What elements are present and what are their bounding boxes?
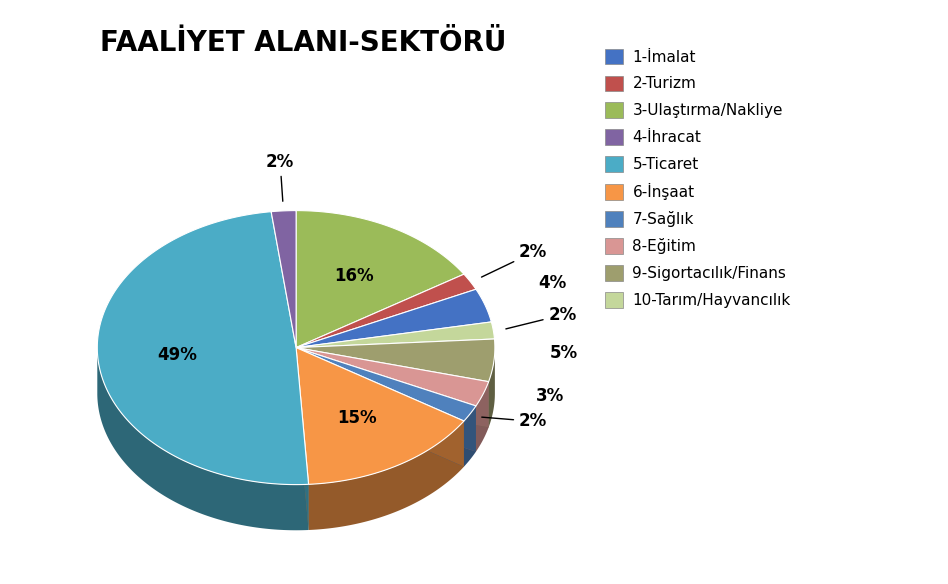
Polygon shape <box>98 349 308 530</box>
Polygon shape <box>296 274 476 347</box>
Polygon shape <box>488 347 495 427</box>
Polygon shape <box>476 382 488 451</box>
Polygon shape <box>98 211 308 485</box>
Polygon shape <box>464 406 476 467</box>
Polygon shape <box>296 211 464 347</box>
Text: 15%: 15% <box>337 409 376 427</box>
Polygon shape <box>296 289 491 347</box>
Polygon shape <box>296 322 495 347</box>
Polygon shape <box>296 347 476 421</box>
Polygon shape <box>296 347 488 427</box>
Polygon shape <box>296 347 464 484</box>
Polygon shape <box>296 347 476 451</box>
Text: 2%: 2% <box>482 412 547 430</box>
Polygon shape <box>296 347 308 530</box>
Polygon shape <box>296 347 476 451</box>
Text: 16%: 16% <box>334 266 374 284</box>
Polygon shape <box>296 347 488 427</box>
Polygon shape <box>296 339 495 382</box>
Polygon shape <box>271 211 296 347</box>
Text: 2%: 2% <box>266 153 294 201</box>
Polygon shape <box>296 347 464 467</box>
Polygon shape <box>308 421 464 530</box>
Polygon shape <box>296 347 488 406</box>
Text: 3%: 3% <box>536 387 564 405</box>
Polygon shape <box>296 347 464 467</box>
Text: 2%: 2% <box>482 244 547 277</box>
Polygon shape <box>296 347 308 530</box>
Text: 2%: 2% <box>506 306 576 329</box>
Text: 49%: 49% <box>157 346 197 364</box>
Text: 5%: 5% <box>550 345 577 362</box>
Text: FAALİYET ALANI-SEKTÖRÜ: FAALİYET ALANI-SEKTÖRÜ <box>100 29 506 57</box>
Legend: 1-İmalat, 2-Turizm, 3-Ulaştırma/Nakliye, 4-İhracat, 5-Ticaret, 6-İnşaat, 7-Sağlı: 1-İmalat, 2-Turizm, 3-Ulaştırma/Nakliye,… <box>605 48 791 308</box>
Text: 4%: 4% <box>538 274 566 291</box>
